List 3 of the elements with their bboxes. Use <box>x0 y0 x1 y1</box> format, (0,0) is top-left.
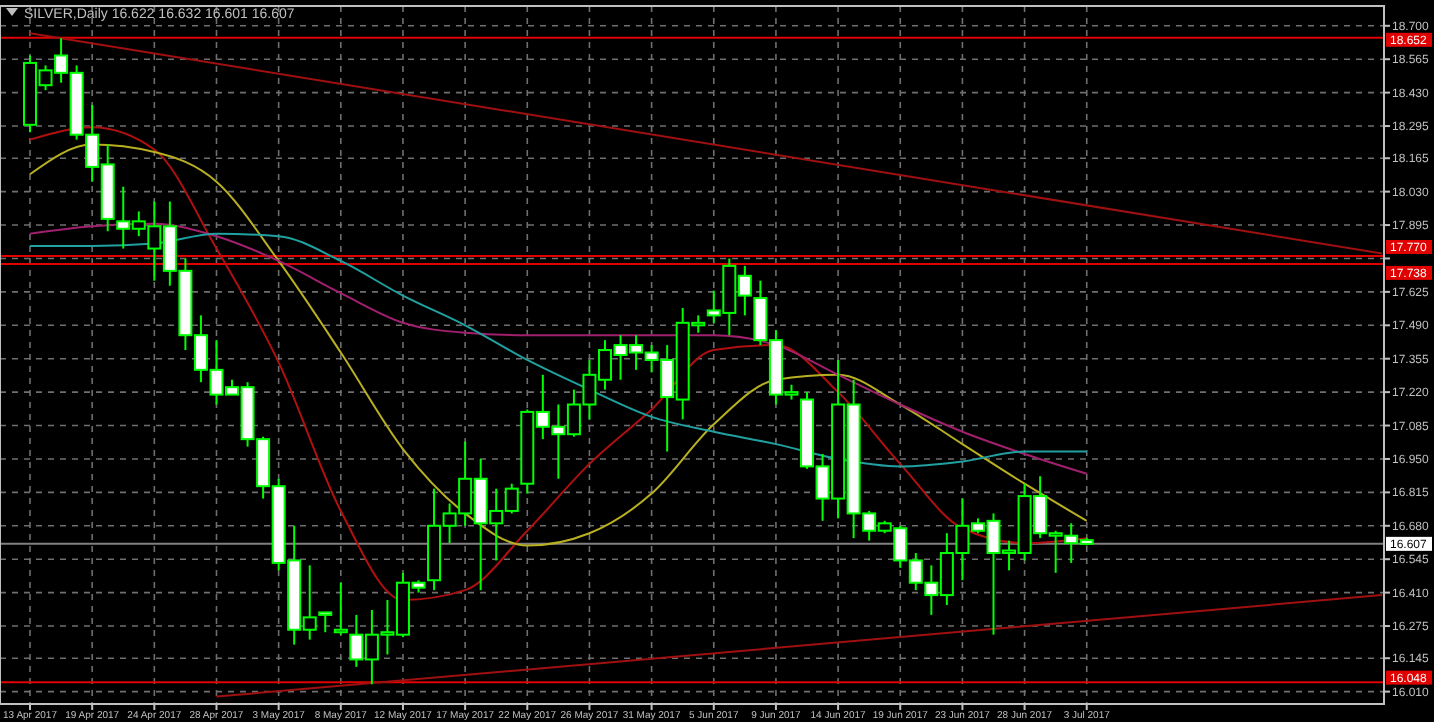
candlestick <box>333 581 348 636</box>
candlestick <box>318 611 333 634</box>
line-series <box>29 126 1088 602</box>
